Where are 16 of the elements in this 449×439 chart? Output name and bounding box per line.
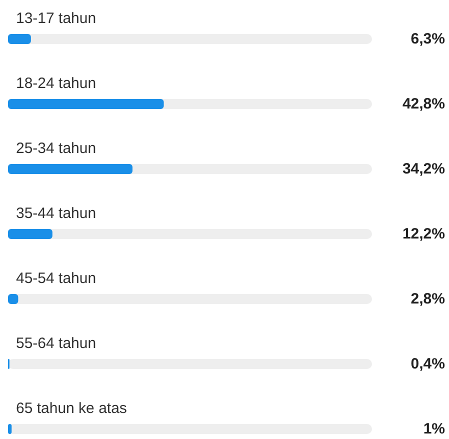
data-label: 0,4%	[410, 356, 445, 372]
bar	[8, 229, 52, 239]
y-tick-label: 65 tahun ke atas	[16, 400, 127, 417]
y-tick-label: 35-44 tahun	[16, 205, 96, 222]
data-label: 42,8%	[402, 96, 445, 112]
data-label: 2,8%	[410, 290, 445, 308]
data-label: 12,2%	[402, 226, 445, 242]
data-label: 1%	[423, 420, 445, 438]
bar	[8, 34, 31, 44]
y-tick-label: 55-64 tahun	[16, 335, 96, 352]
data-label: 6,3%	[410, 30, 445, 48]
y-tick-label: 18-24 tahun	[16, 75, 96, 92]
y-tick-label: 25-34 tahun	[16, 140, 96, 157]
y-tick-label: 45-54 tahun	[16, 270, 96, 287]
y-tick-label: 13-17 tahun	[16, 10, 96, 27]
data-label: 34,2%	[402, 160, 445, 178]
